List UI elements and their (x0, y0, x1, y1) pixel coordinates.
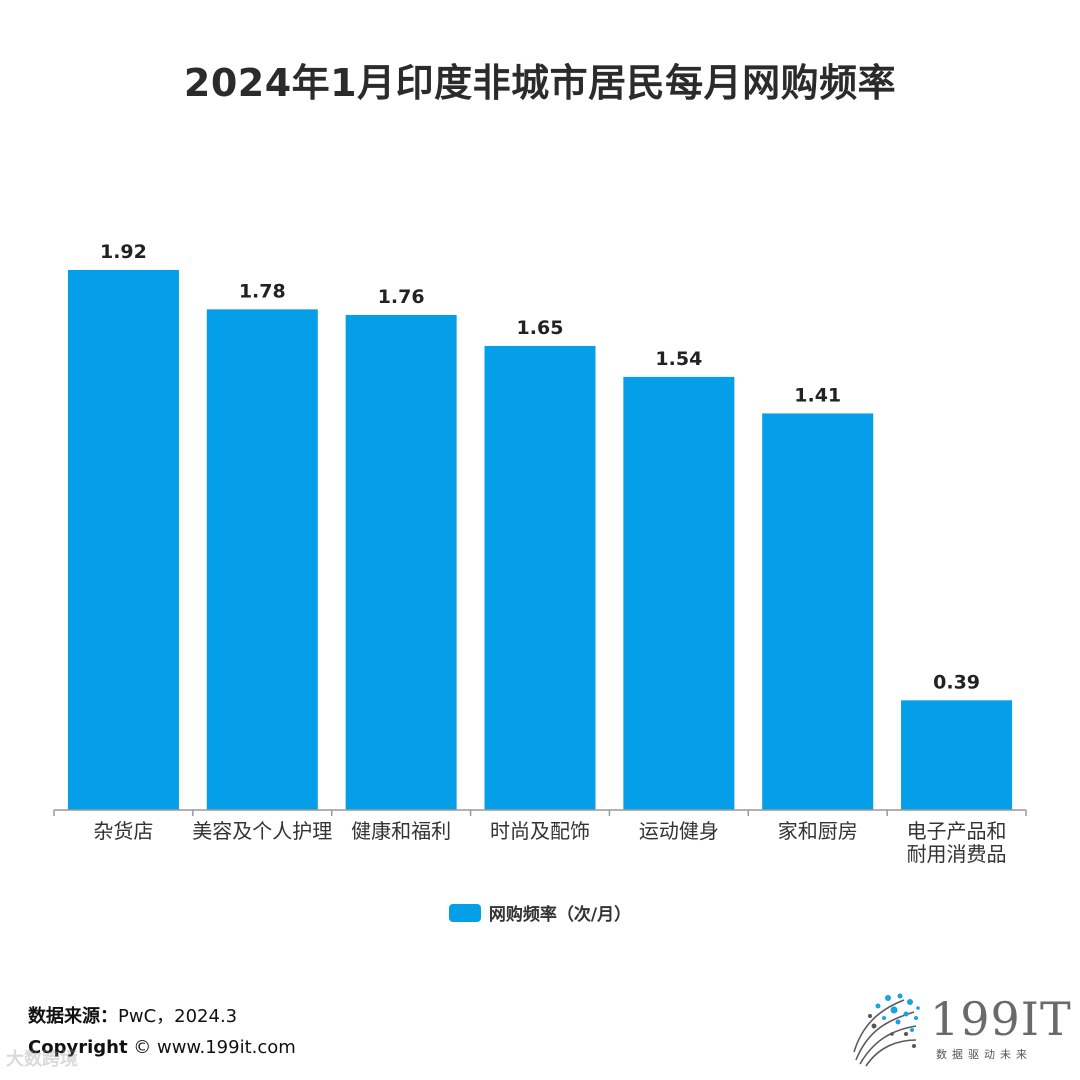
source-key: 数据来源： (28, 1006, 118, 1027)
category-label-7: 电子产品和 (907, 819, 1007, 843)
chart-title: 2024年1月印度非城市居民每月网购频率 (183, 61, 897, 105)
category-label-3: 健康和福利 (351, 819, 451, 843)
data-label-4: 1.65 (517, 317, 564, 339)
bar-7 (901, 700, 1013, 810)
category-label-6: 家和厨房 (778, 819, 858, 843)
copyright-key: Copyright (28, 1037, 128, 1058)
legend-label: 网购频率（次/月） (488, 905, 632, 925)
dot-sphere-logo-icon (853, 993, 920, 1067)
bar-chart: 1.92 1.78 1.76 1.65 1.54 1.41 0.39 杂货店 美容及个人护理健… (53, 241, 1027, 866)
bar-3 (345, 315, 457, 810)
watermark: 大数跨境 (6, 1049, 78, 1070)
data-label-5: 1.54 (655, 348, 702, 370)
logo-text: 199IT (930, 992, 1072, 1046)
data-label-1: 1.92 (100, 241, 147, 263)
copyright-link[interactable]: © www.199it.com (127, 1037, 296, 1058)
brand-logo: 199IT 数据驱动未来 (848, 990, 1071, 1070)
bar-2 (206, 309, 318, 810)
bar-6 (762, 413, 874, 810)
source-value: PwC，2024.3 (118, 1006, 238, 1027)
data-label-2: 1.78 (239, 280, 286, 302)
legend: 网购频率（次/月） (0, 900, 1080, 925)
bars-group: 1.92 1.78 1.76 1.65 1.54 1.41 0.39 (67, 241, 1013, 810)
category-label-5: 运动健身 (639, 819, 719, 843)
copyright-note: Copyright © www.199it.com (28, 1037, 296, 1058)
bar-1 (67, 270, 179, 810)
category-label-2: 美容及个人护理 (192, 819, 332, 843)
category-label-4: 时尚及配饰 (490, 819, 590, 843)
source-note: 数据来源：PwC，2024.3 (28, 1002, 237, 1028)
data-label-7: 0.39 (933, 671, 980, 693)
category-label-7: 耐用消费品 (907, 842, 1007, 866)
legend-swatch (448, 903, 481, 922)
logo-subtitle: 数据驱动未来 (936, 1048, 1032, 1061)
category-label-1: 杂货店 (93, 819, 153, 843)
bar-5 (623, 376, 735, 810)
bar-4 (484, 345, 596, 810)
data-label-3: 1.76 (378, 286, 425, 308)
data-label-6: 1.41 (794, 384, 841, 406)
